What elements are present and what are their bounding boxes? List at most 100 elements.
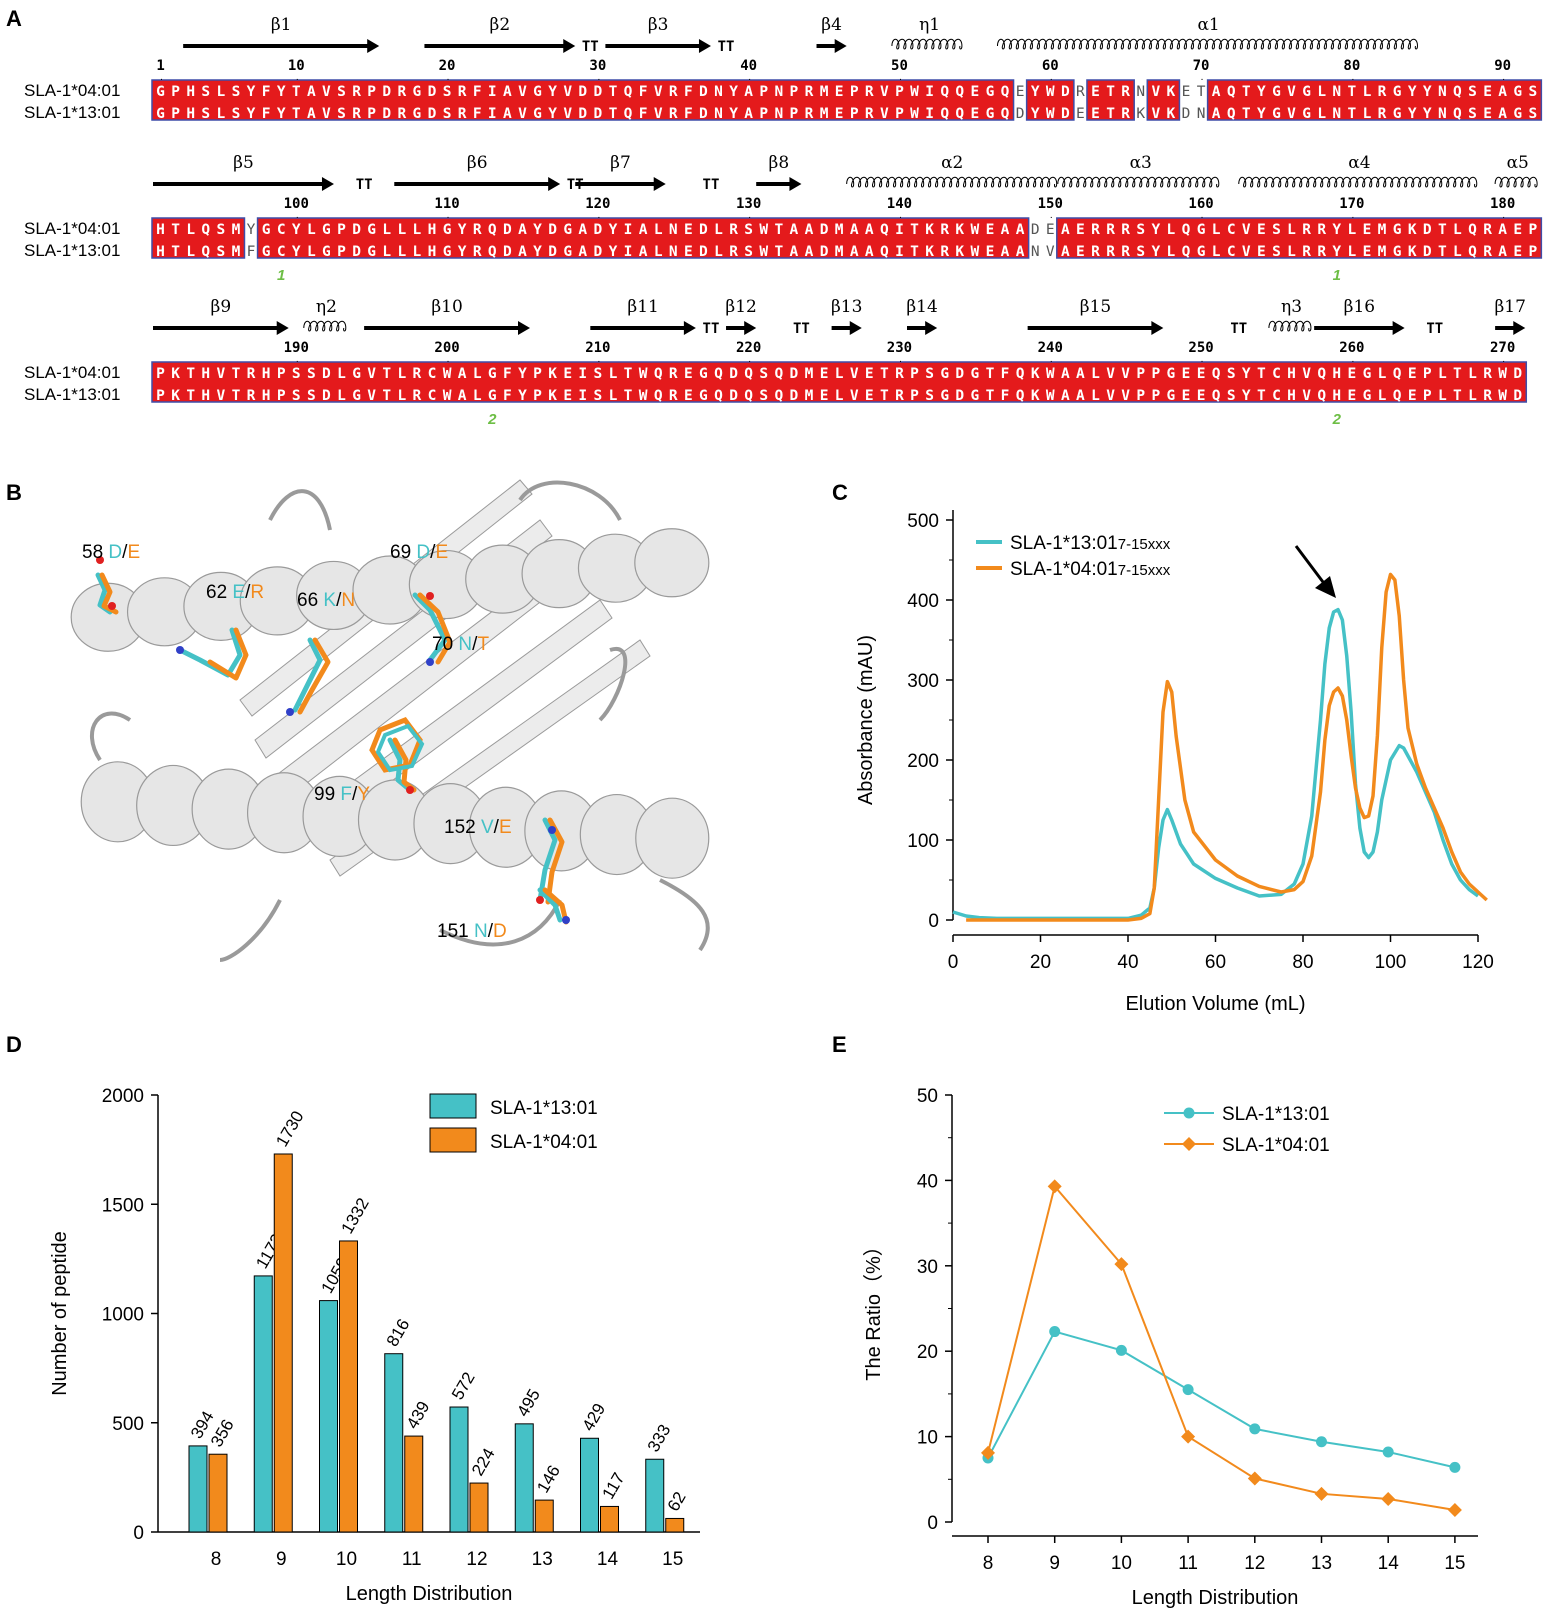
residue-number: 170 <box>1339 196 1364 212</box>
residue-bottom: W <box>443 388 452 404</box>
residue-top: Y <box>247 222 256 238</box>
residue-bottom: M <box>805 388 814 404</box>
residue-top: Y <box>247 84 256 100</box>
y-tick-label: 500 <box>112 1414 144 1435</box>
y-tick-label: 20 <box>917 1342 938 1363</box>
residue-top: L <box>654 222 663 238</box>
residue-bottom: E <box>1408 388 1417 404</box>
residue-top: T <box>880 366 889 382</box>
residue-orange: D <box>493 921 507 942</box>
residue-bottom: D <box>593 244 602 260</box>
residue-bottom: D <box>1182 106 1191 122</box>
residue-number: 1 <box>156 58 164 74</box>
residue-top: A <box>1016 222 1025 238</box>
helix-coil <box>1494 176 1538 188</box>
residue-bottom: R <box>729 244 738 260</box>
residue-top: L <box>1347 222 1356 238</box>
residue-tick: . <box>748 210 751 221</box>
residue-top: F <box>684 84 693 100</box>
residue-bottom: R <box>247 388 256 404</box>
residue-tick: . <box>1050 72 1053 83</box>
atom-dot <box>426 658 434 666</box>
strand-arrow-head <box>789 177 802 191</box>
residue-bottom: T <box>186 388 195 404</box>
residue-top: W <box>759 222 768 238</box>
residue-bottom: Y <box>548 106 557 122</box>
residue-top: L <box>1287 222 1296 238</box>
residue-top: R <box>1378 84 1387 100</box>
residue-bottom: F <box>473 106 482 122</box>
residue-bottom: E <box>1483 106 1492 122</box>
strand-arrow-head <box>849 321 862 335</box>
residue-bottom: G <box>1513 106 1522 122</box>
residue-bottom: T <box>1347 106 1356 122</box>
residue-top: G <box>563 222 572 238</box>
alpha-helix-ribbon <box>634 528 710 598</box>
residue-bottom: G <box>1363 388 1372 404</box>
residue-top: L <box>1378 366 1387 382</box>
residue-tick: . <box>296 354 299 365</box>
residue-top: P <box>850 84 859 100</box>
residue-bottom: Y <box>518 388 527 404</box>
residue-bottom: W <box>970 244 979 260</box>
residue-top: P <box>790 84 799 100</box>
residue-stick-teal <box>537 887 563 923</box>
residue-top: H <box>1332 366 1341 382</box>
residue-top: Y <box>609 222 618 238</box>
residue-bottom: A <box>865 244 874 260</box>
bar-value-label: 146 <box>533 1462 564 1496</box>
residue-bottom: C <box>1272 388 1281 404</box>
residue-top: Q <box>488 222 497 238</box>
residue-tick: . <box>899 354 902 365</box>
residue-number: 110 <box>434 196 459 212</box>
residue-bottom: G <box>940 388 949 404</box>
residue-teal: N <box>474 921 488 942</box>
strand-label: β4 <box>821 15 842 35</box>
residue-top: E <box>1046 222 1055 238</box>
residue-top: A <box>1498 84 1507 100</box>
residue-bottom: Y <box>1151 244 1160 260</box>
residue-bottom: H <box>262 388 271 404</box>
residue-bottom: T <box>232 388 241 404</box>
residue-top: V <box>367 366 376 382</box>
residue-tick: . <box>1201 210 1204 221</box>
residue-bottom: R <box>865 106 874 122</box>
residue-bottom: R <box>1121 106 1130 122</box>
residue-top: Y <box>292 222 301 238</box>
allele-name-top: SLA-1*04:01 <box>24 363 120 382</box>
bar-1 <box>665 1517 685 1533</box>
residue-top: I <box>578 366 587 382</box>
loop-ribbon <box>219 899 282 962</box>
series-line-0 <box>987 1330 1456 1469</box>
x-tick-label: 10 <box>1111 1553 1132 1574</box>
residue-bottom: L <box>1468 388 1477 404</box>
residue-bottom: A <box>1016 244 1025 260</box>
residue-bottom: A <box>307 106 316 122</box>
residue-bottom: V <box>322 106 331 122</box>
residue-bottom: Q <box>955 106 964 122</box>
residue-bottom: Y <box>1408 106 1417 122</box>
residue-bottom: S <box>201 106 210 122</box>
residue-top: E <box>986 222 995 238</box>
legend-label: SLA-1*04:01 <box>1222 1135 1330 1156</box>
residue-bottom: H <box>1332 388 1341 404</box>
strand-label: β6 <box>467 153 488 173</box>
residue-top: R <box>729 222 738 238</box>
residue-orange: E <box>127 542 140 563</box>
residue-top: Y <box>277 84 286 100</box>
residue-tick: . <box>1351 354 1354 365</box>
x-tick-label: 0 <box>948 952 959 973</box>
residue-bottom: P <box>895 106 904 122</box>
residue-top: L <box>1317 84 1326 100</box>
residue-bottom: G <box>367 244 376 260</box>
residue-bottom: S <box>1136 244 1145 260</box>
residue-bottom: R <box>1106 244 1115 260</box>
residue-bottom: Q <box>1001 106 1010 122</box>
residue-bottom: Y <box>247 106 256 122</box>
residue-top: Y <box>548 84 557 100</box>
residue-top: L <box>1468 366 1477 382</box>
atom-dot <box>562 916 570 924</box>
legend-marker <box>1182 1137 1196 1151</box>
residue-bottom: D <box>548 244 557 260</box>
residue-top: D <box>820 222 829 238</box>
